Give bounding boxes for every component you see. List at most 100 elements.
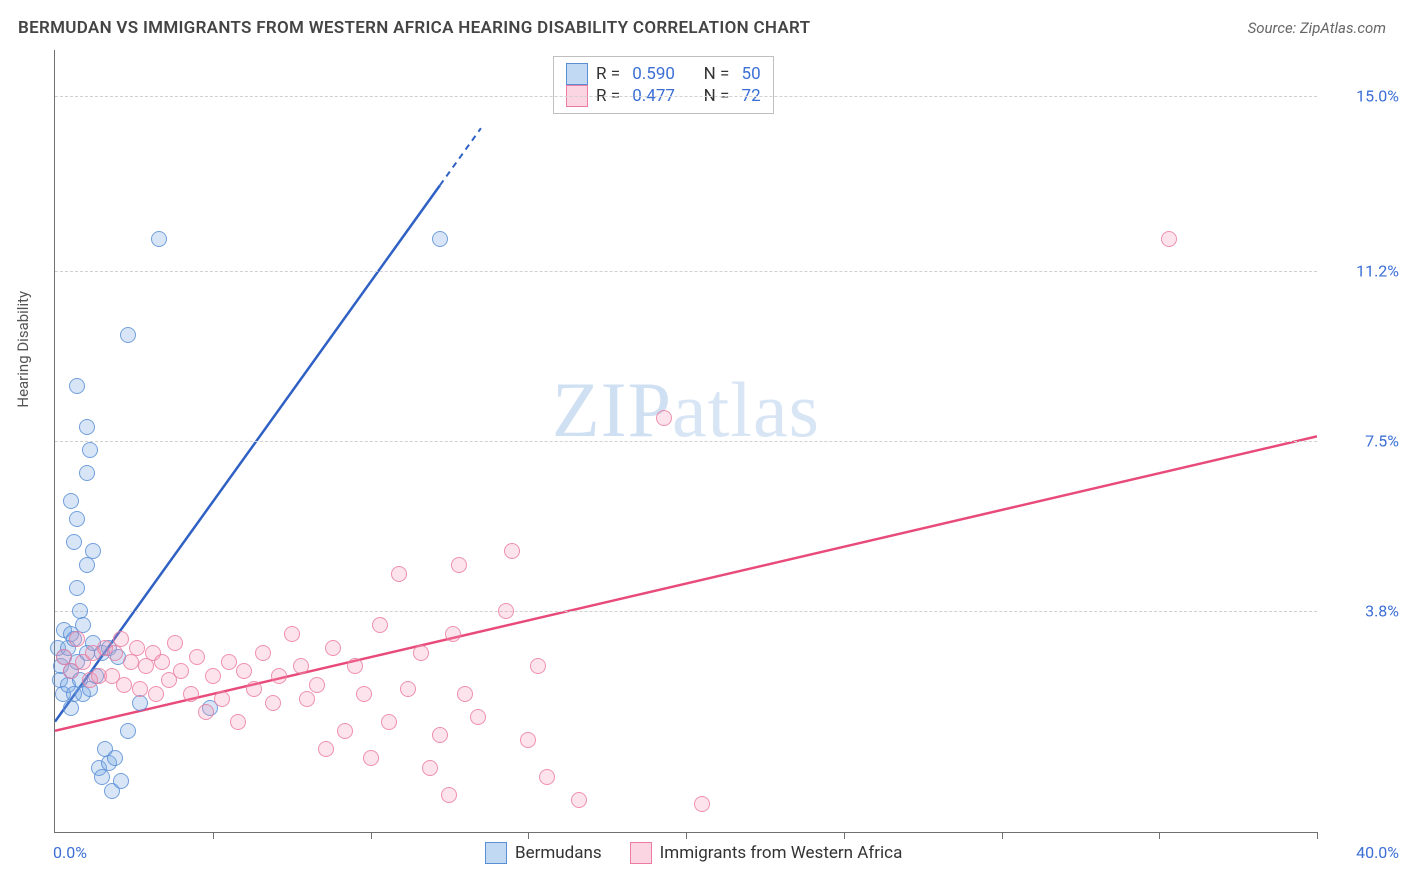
gridline xyxy=(55,271,1317,272)
series-legend: Bermudans Immigrants from Western Africa xyxy=(485,842,902,864)
data-point xyxy=(391,566,407,582)
data-point xyxy=(520,732,536,748)
data-point xyxy=(116,677,132,693)
data-point xyxy=(381,714,397,730)
data-point xyxy=(236,663,252,679)
data-point xyxy=(82,442,98,458)
data-point xyxy=(214,691,230,707)
x-tick xyxy=(1159,832,1160,839)
swatch-blue-icon xyxy=(566,63,588,85)
x-tick xyxy=(528,832,529,839)
data-point xyxy=(400,681,416,697)
data-point xyxy=(123,654,139,670)
data-point xyxy=(69,580,85,596)
x-axis-min: 0.0% xyxy=(53,843,87,862)
data-point xyxy=(265,695,281,711)
data-point xyxy=(293,658,309,674)
data-point xyxy=(154,654,170,670)
data-point xyxy=(69,511,85,527)
legend-swatch-blue-icon xyxy=(485,842,507,864)
data-point xyxy=(113,631,129,647)
corr-row-1: R = 0.590 N = 50 xyxy=(566,63,761,85)
data-point xyxy=(498,603,514,619)
data-point xyxy=(132,681,148,697)
data-point xyxy=(337,723,353,739)
data-point xyxy=(79,557,95,573)
y-axis-label: Hearing Disability xyxy=(14,291,32,408)
data-point xyxy=(230,714,246,730)
data-point xyxy=(457,686,473,702)
gridline xyxy=(55,611,1317,612)
data-point xyxy=(356,686,372,702)
y-tick-label: 7.5% xyxy=(1327,432,1399,451)
legend-item-1: Bermudans xyxy=(485,842,602,864)
data-point xyxy=(129,640,145,656)
data-point xyxy=(372,617,388,633)
y-tick-label: 3.8% xyxy=(1327,602,1399,621)
data-point xyxy=(69,631,85,647)
data-point xyxy=(284,626,300,642)
data-point xyxy=(504,543,520,559)
chart-area: Hearing Disability ZIPatlas R = 0.590 N … xyxy=(20,50,1396,882)
data-point xyxy=(120,723,136,739)
data-point xyxy=(79,419,95,435)
data-point xyxy=(173,663,189,679)
data-point xyxy=(189,649,205,665)
data-point xyxy=(246,681,262,697)
data-point xyxy=(318,741,334,757)
legend-label-1: Bermudans xyxy=(515,843,602,863)
data-point xyxy=(1161,231,1177,247)
gridline xyxy=(55,441,1317,442)
data-point xyxy=(113,773,129,789)
data-point xyxy=(221,654,237,670)
data-point xyxy=(205,668,221,684)
chart-header: BERMUDAN VS IMMIGRANTS FROM WESTERN AFRI… xyxy=(0,0,1406,38)
data-point xyxy=(325,640,341,656)
x-tick xyxy=(371,832,372,839)
gridline xyxy=(55,96,1317,97)
source-label: Source: xyxy=(1248,19,1300,37)
data-point xyxy=(694,796,710,812)
data-point xyxy=(107,645,123,661)
data-point xyxy=(309,677,325,693)
x-tick xyxy=(1317,832,1318,839)
legend-item-2: Immigrants from Western Africa xyxy=(630,842,903,864)
r-val-1: 0.590 xyxy=(632,64,675,84)
data-point xyxy=(63,493,79,509)
source-credit: Source: ZipAtlas.com xyxy=(1248,19,1386,37)
data-point xyxy=(470,709,486,725)
data-point xyxy=(445,626,461,642)
y-tick-label: 11.2% xyxy=(1327,261,1399,280)
data-point xyxy=(530,658,546,674)
data-point xyxy=(148,686,164,702)
r-label-1: R = xyxy=(596,64,624,84)
watermark-bold: ZIP xyxy=(552,366,672,453)
data-point xyxy=(138,658,154,674)
data-point xyxy=(539,769,555,785)
data-point xyxy=(63,700,79,716)
data-point xyxy=(299,691,315,707)
x-tick xyxy=(213,832,214,839)
data-point xyxy=(66,534,82,550)
data-point xyxy=(132,695,148,711)
data-point xyxy=(151,231,167,247)
data-point xyxy=(363,750,379,766)
data-point xyxy=(656,410,672,426)
data-point xyxy=(422,760,438,776)
correlation-legend: R = 0.590 N = 50 R = 0.477 N = 72 xyxy=(553,56,774,114)
data-point xyxy=(198,704,214,720)
data-point xyxy=(79,465,95,481)
data-point xyxy=(85,543,101,559)
data-point xyxy=(271,668,287,684)
x-tick xyxy=(844,832,845,839)
x-tick xyxy=(1002,832,1003,839)
data-point xyxy=(432,727,448,743)
data-point xyxy=(69,378,85,394)
legend-swatch-pink-icon xyxy=(630,842,652,864)
x-tick xyxy=(686,832,687,839)
x-axis-max: 40.0% xyxy=(1356,843,1399,862)
chart-title: BERMUDAN VS IMMIGRANTS FROM WESTERN AFRI… xyxy=(18,18,810,38)
data-point xyxy=(413,645,429,661)
plot-region: ZIPatlas R = 0.590 N = 50 R = 0.477 N = … xyxy=(54,50,1317,833)
legend-label-2: Immigrants from Western Africa xyxy=(660,843,903,863)
